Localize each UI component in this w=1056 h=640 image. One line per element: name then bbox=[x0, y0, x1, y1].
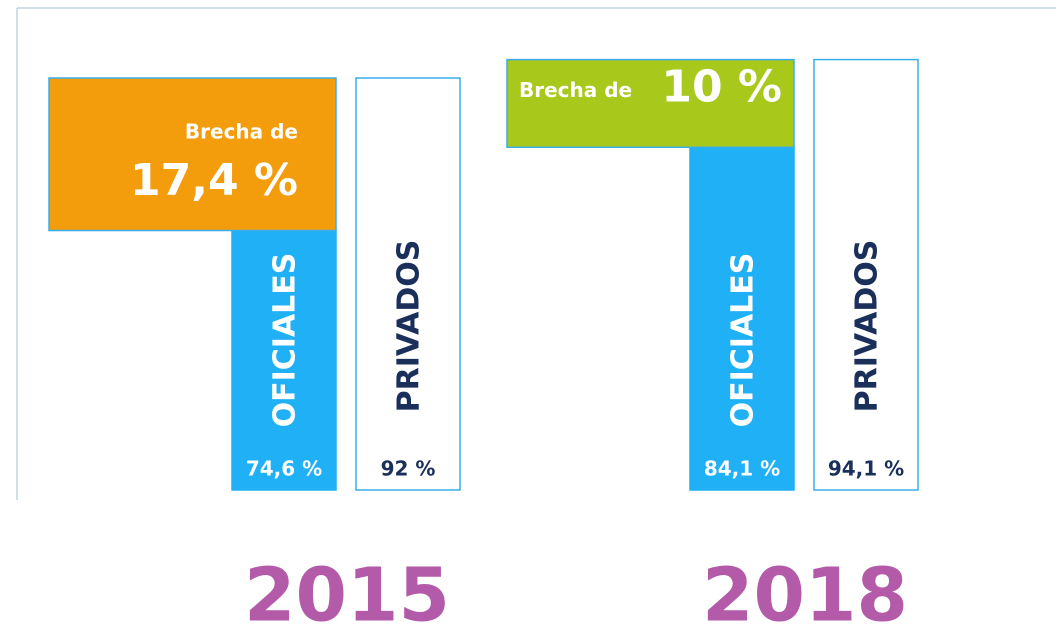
gap-value: 17,4 % bbox=[130, 155, 298, 206]
gap-value: 10 % bbox=[661, 62, 782, 113]
bar bbox=[689, 146, 795, 491]
bar bbox=[355, 77, 461, 491]
bar bbox=[813, 58, 919, 491]
gap-box bbox=[506, 58, 795, 148]
series-name: PRIVADOS bbox=[392, 240, 427, 413]
bar bbox=[231, 229, 337, 491]
series-name: OFICIALES bbox=[268, 253, 303, 428]
gap-box bbox=[48, 77, 337, 232]
gap-caption: Brecha de bbox=[185, 119, 298, 143]
value-label: 92 % bbox=[381, 457, 436, 481]
value-label: 94,1 % bbox=[828, 457, 904, 481]
series-name: PRIVADOS bbox=[850, 240, 885, 413]
year-label: 2015 bbox=[244, 553, 450, 639]
gap-caption: Brecha de bbox=[519, 78, 632, 102]
year-label: 2018 bbox=[702, 553, 908, 639]
value-label: 84,1 % bbox=[704, 457, 780, 481]
value-label: 74,6 % bbox=[246, 457, 322, 481]
series-name: OFICIALES bbox=[726, 253, 761, 428]
